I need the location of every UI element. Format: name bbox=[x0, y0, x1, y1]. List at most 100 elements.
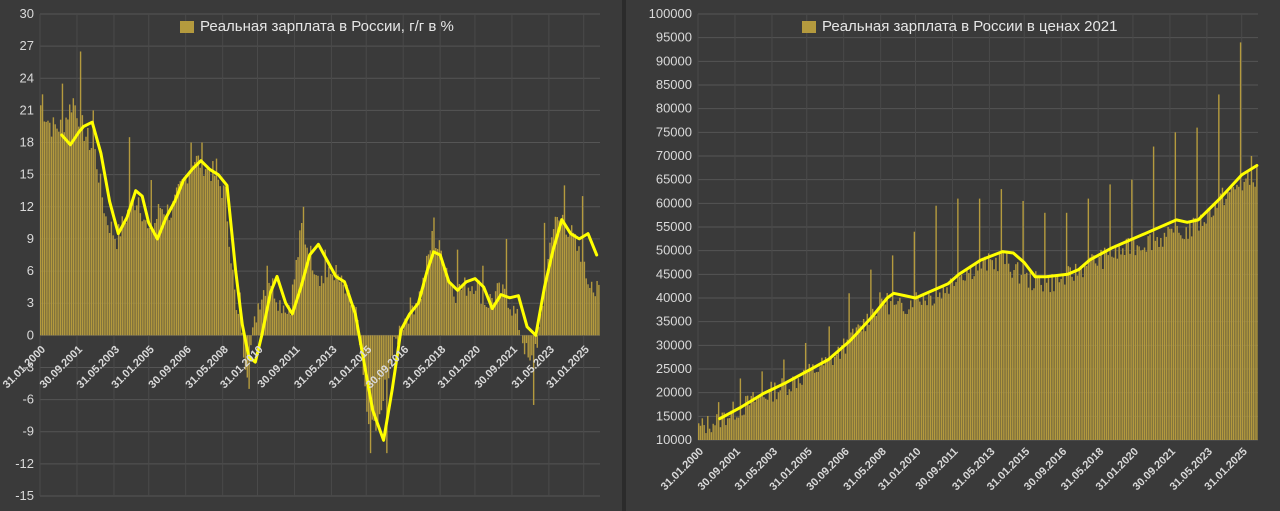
right-bar bbox=[1169, 228, 1171, 440]
right-bar bbox=[1087, 198, 1090, 440]
right-bar bbox=[1138, 246, 1140, 440]
left-bar bbox=[257, 303, 259, 336]
right-bar bbox=[888, 314, 890, 440]
right-bar bbox=[1214, 201, 1216, 440]
left-bar bbox=[329, 273, 332, 336]
left-bar bbox=[507, 307, 509, 336]
right-bar bbox=[766, 399, 769, 440]
right-bar bbox=[795, 388, 798, 440]
left-bar bbox=[431, 230, 433, 336]
right-bar bbox=[953, 285, 955, 440]
left-bar bbox=[496, 283, 499, 336]
right-bar bbox=[861, 331, 863, 440]
left-bar bbox=[266, 265, 268, 336]
right-bar bbox=[1256, 165, 1258, 440]
right-bar bbox=[828, 326, 830, 440]
right-bar bbox=[1113, 257, 1115, 440]
left-bar bbox=[532, 335, 535, 405]
right-bar bbox=[895, 304, 897, 440]
left-bar bbox=[353, 305, 355, 336]
left-bar bbox=[174, 194, 176, 336]
right-ytick-label: 55000 bbox=[656, 219, 692, 234]
right-bar bbox=[920, 304, 923, 440]
right-bar bbox=[958, 276, 961, 440]
left-bar bbox=[493, 302, 495, 336]
left-bar bbox=[340, 275, 343, 336]
left-bar bbox=[65, 117, 67, 336]
right-bar bbox=[881, 298, 883, 440]
right-bar bbox=[926, 305, 928, 440]
left-bar bbox=[188, 171, 191, 336]
right-bar bbox=[1107, 255, 1109, 440]
left-bar bbox=[261, 299, 263, 336]
left-bar bbox=[514, 313, 517, 336]
right-bar bbox=[703, 425, 705, 440]
left-bar bbox=[181, 179, 183, 336]
left-bar bbox=[587, 284, 589, 336]
right-bar bbox=[877, 307, 879, 440]
right-bar bbox=[736, 417, 738, 440]
right-bar bbox=[900, 302, 903, 440]
right-bar bbox=[1221, 187, 1224, 440]
left-bar bbox=[221, 197, 223, 336]
left-bar bbox=[547, 258, 549, 336]
left-bar bbox=[192, 165, 194, 336]
right-bar bbox=[1045, 282, 1048, 440]
left-bar bbox=[105, 216, 107, 336]
left-bar bbox=[382, 335, 384, 401]
left-bar bbox=[228, 246, 230, 336]
legend-left: Реальная зарплата в России, г/г в % bbox=[180, 18, 454, 35]
left-bar bbox=[491, 298, 493, 336]
left-bar bbox=[49, 122, 51, 336]
right-bar bbox=[844, 353, 847, 440]
left-bar bbox=[233, 289, 236, 336]
left-bar bbox=[368, 335, 370, 425]
left-bar bbox=[525, 335, 528, 344]
left-bar bbox=[242, 335, 245, 358]
right-bar bbox=[842, 338, 845, 440]
left-bar bbox=[462, 286, 464, 336]
left-bar bbox=[543, 222, 546, 336]
right-bar bbox=[707, 415, 709, 440]
right-bar bbox=[1118, 246, 1120, 440]
left-bar bbox=[59, 119, 62, 336]
left-bar bbox=[531, 335, 533, 356]
right-bar bbox=[730, 410, 733, 440]
right-bar bbox=[864, 331, 867, 440]
right-bar bbox=[1100, 249, 1102, 440]
left-bar bbox=[503, 288, 506, 336]
right-bar bbox=[774, 382, 776, 440]
right-bar bbox=[794, 377, 796, 440]
left-bar bbox=[108, 233, 111, 336]
left-bar bbox=[333, 280, 336, 336]
left-bar bbox=[348, 290, 350, 336]
left-bar bbox=[311, 270, 314, 336]
right-bar bbox=[732, 401, 734, 440]
right-bar bbox=[980, 268, 983, 440]
left-bar bbox=[310, 245, 312, 336]
right-bar bbox=[832, 365, 834, 440]
left-bar bbox=[527, 335, 529, 358]
left-bar bbox=[426, 255, 428, 336]
right-bar bbox=[982, 257, 984, 440]
right-bar bbox=[862, 318, 865, 440]
right-bar bbox=[835, 354, 838, 440]
right-bar bbox=[1238, 186, 1240, 440]
left-bar bbox=[299, 230, 301, 336]
right-bar bbox=[902, 311, 905, 440]
right-bar bbox=[977, 270, 979, 440]
right-bar bbox=[790, 391, 792, 440]
right-bar bbox=[705, 433, 707, 440]
left-bar bbox=[319, 285, 321, 336]
left-bar bbox=[442, 265, 444, 336]
right-ytick-label: 15000 bbox=[656, 408, 692, 423]
right-bar bbox=[906, 313, 908, 440]
left-bar bbox=[194, 162, 196, 336]
left-bar bbox=[513, 305, 515, 336]
legend-label-left: Реальная зарплата в России, г/г в % bbox=[200, 18, 454, 35]
right-bar bbox=[1247, 171, 1249, 441]
left-bar bbox=[489, 294, 491, 336]
right-bar bbox=[717, 402, 720, 440]
left-bar bbox=[378, 335, 381, 415]
left-bar bbox=[159, 207, 162, 336]
